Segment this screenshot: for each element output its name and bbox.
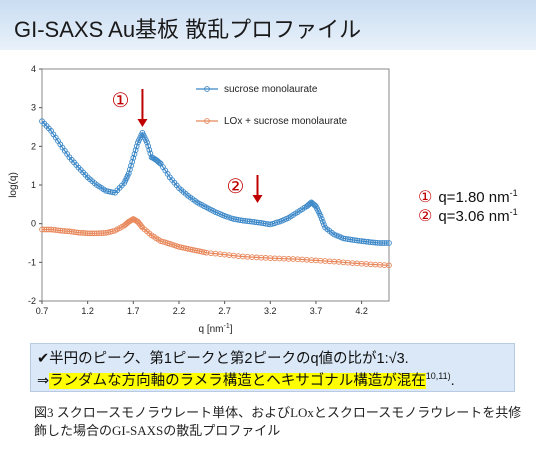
series-point-1 [144,139,150,146]
series-line-2 [42,218,390,266]
series-point-1 [383,240,390,246]
page-title: GI-SAXS Au基板 散乱プロファイル [14,17,362,42]
x-tick-label: 1.2 [81,306,94,316]
summary-tail: . [450,373,455,389]
legend-marker-1 [204,86,210,92]
y-tick-label: 2 [31,141,36,151]
series-point-1 [307,200,314,207]
series-point-2 [201,249,207,256]
peak-unit-sup-1: -1 [509,188,518,198]
legend-marker-2 [204,118,210,124]
series-point-1 [146,146,153,153]
peak-label-1: ① [111,90,129,112]
summary-line-1: ✔半円のピーク、第1ピークと第2ピークのq値の比が1:√3. [37,351,409,367]
peak-number-2: ② [418,208,433,225]
series-point-2 [386,262,392,269]
summary-box: ✔半円のピーク、第1ピークと第2ピークのq値の比が1:√3. ⇒ランダムな方向軸… [30,343,515,392]
summary-line-2: ⇒ランダムな方向軸のラメラ構造とヘキサゴナル構造が混在10,11). [37,369,455,390]
y-tick-label: -2 [28,296,36,306]
title-banner: GI-SAXS Au基板 散乱プロファイル [0,0,536,50]
peak-value-2: q=3.06 nm [438,208,510,225]
series-point-1 [109,189,116,196]
figure-caption: 図3 スクロースモノラウレート単体、およびLOxとスクロースモノラウレートを共修… [34,405,522,438]
series-point-1 [318,215,325,222]
x-tick-label: 3.7 [310,306,323,316]
y-tick-label: 3 [31,103,36,113]
x-tick-label: 4.2 [355,306,368,316]
series-point-1 [321,221,327,228]
y-tick-label: 1 [31,180,36,190]
series-point-1 [317,213,324,219]
y-tick-label: 4 [31,64,36,74]
x-tick-label: 0.7 [36,306,49,316]
peak-arrow-head-1 [137,119,148,127]
peak-annotation-2: ② q=3.06 nm-1 [418,206,518,226]
series-point-2 [138,223,145,229]
series-point-1 [133,143,140,150]
summary-refs: 10,11) [425,371,451,382]
peak-unit-sup-2: -1 [509,207,518,217]
series-point-1 [127,166,133,173]
series-point-1 [131,151,138,157]
peak-value-1: q=1.80 nm [438,189,510,206]
y-tick-label: -1 [28,257,36,267]
series-point-1 [132,147,139,154]
y-tick-label: 0 [31,219,36,229]
series-point-1 [147,150,154,157]
x-tick-label: 3.2 [264,306,277,316]
summary-highlight: ランダムな方向軸のラメラ構造とヘキサゴナル構造が混在 [49,373,426,389]
series-point-1 [128,162,134,169]
series-point-1 [145,143,152,149]
peak-number-1: ① [418,189,433,206]
x-tick-label: 2.2 [173,306,186,316]
series-point-1 [319,218,326,225]
x-tick-label: 2.7 [218,306,231,316]
series-point-1 [386,240,392,246]
y-axis-label: log(q) [8,172,19,198]
legend-label-1: sucrose monolaurate [224,84,318,95]
saxs-chart: 0.7 1.2 1.7 2.2 2.7 3.2 3.7 4.2 4 3 2 1 0 -1 -2 q [nm-1… [8,64,392,335]
peak-annotation-1: ① q=1.80 nm-1 [418,187,518,207]
peak-arrow-head-2 [252,195,263,203]
x-axis-label: q [nm-1] [198,323,232,335]
series-point-1 [125,170,132,177]
series-point-1 [129,158,136,165]
series-point-1 [130,155,137,161]
x-tick-label: 1.7 [127,306,140,316]
series-point-1 [156,159,163,166]
legend-label-2: LOx + sucrose monolaurate [224,116,348,127]
peak-label-2: ② [227,176,245,198]
summary-arrow: ⇒ [37,373,50,389]
